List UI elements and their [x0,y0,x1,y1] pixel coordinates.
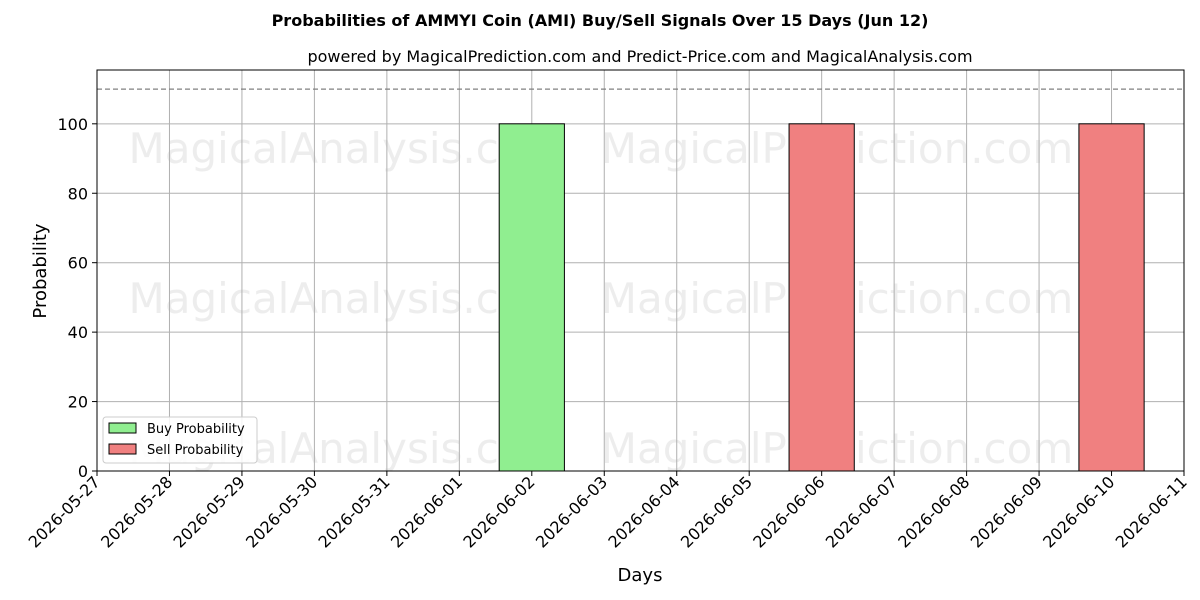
legend-label-buy: Buy Probability [147,422,245,437]
bar-layer [498,123,1145,472]
x-tick-label: 2026-05-30 [242,472,321,551]
x-tick-label: 2026-06-10 [1039,472,1118,551]
x-tick-label: 2026-06-04 [604,472,683,551]
x-tick-label: 2026-06-08 [894,472,973,551]
x-tick-label: 2026-06-01 [387,472,466,551]
x-tick-label: 2026-06-06 [749,472,828,551]
x-tick-label: 2026-06-03 [532,472,611,551]
x-tick-label: 2026-06-02 [459,472,538,551]
watermark-text: MagicalAnalysis.com [129,274,566,323]
chart-title: Probabilities of AMMYI Coin (AMI) Buy/Se… [272,11,929,30]
y-tick-label: 80 [68,184,88,203]
y-tick-label: 40 [68,323,88,342]
plot-frame [96,69,1185,472]
legend-swatch-sell [108,443,137,455]
x-tick-label: 2026-05-29 [170,472,249,551]
x-axis: 2026-05-272026-05-282026-05-292026-05-30… [25,471,1191,552]
x-tick-label: 2026-06-11 [1112,472,1191,551]
x-axis-label: Days [618,565,663,586]
y-axis-label: Probability [30,223,51,318]
x-tick-label: 2026-06-05 [677,472,756,551]
y-tick-label: 100 [57,115,88,134]
x-tick-label: 2026-06-09 [967,472,1046,551]
x-tick-label: 2026-05-31 [315,472,394,551]
y-tick-label: 20 [68,393,88,412]
x-tick-label: 2026-05-27 [25,472,104,551]
watermark-text: MagicalAnalysis.com [129,124,566,173]
legend: Buy Probability Sell Probability [102,416,258,464]
chart-subtitle: powered by MagicalPrediction.com and Pre… [307,47,972,66]
watermark-layer: MagicalAnalysis.comMagicalPrediction.com… [129,124,1074,473]
sell-bar [1078,123,1145,472]
sell-bar [788,123,855,472]
legend-swatch-buy [108,422,137,434]
legend-box [102,416,258,464]
legend-label-sell: Sell Probability [147,443,244,458]
y-tick-label: 60 [68,254,88,273]
x-tick-label: 2026-06-07 [822,472,901,551]
x-tick-label: 2026-05-28 [97,472,176,551]
y-axis: 0 20 40 60 80 100 [57,115,97,481]
y-tick-label: 0 [78,462,88,481]
buy-bar [498,123,565,472]
